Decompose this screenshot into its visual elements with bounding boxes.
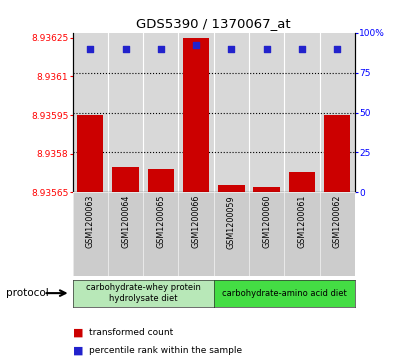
Title: GDS5390 / 1370067_at: GDS5390 / 1370067_at [137,17,291,30]
Point [157,46,164,52]
Text: carbohydrate-amino acid diet: carbohydrate-amino acid diet [222,289,347,298]
Text: transformed count: transformed count [89,328,173,337]
Text: GSM1200059: GSM1200059 [227,195,236,249]
Point [87,46,94,52]
Text: GSM1200061: GSM1200061 [298,195,306,248]
Text: carbohydrate-whey protein
hydrolysate diet: carbohydrate-whey protein hydrolysate di… [86,283,200,303]
Text: GSM1200066: GSM1200066 [192,195,200,248]
Text: GSM1200062: GSM1200062 [333,195,342,248]
Bar [324,115,350,192]
Text: protocol: protocol [6,288,49,298]
Bar [77,115,103,192]
Text: GSM1200060: GSM1200060 [262,195,271,248]
Text: ■: ■ [73,327,83,337]
Text: GSM1200065: GSM1200065 [156,195,165,248]
Bar [148,169,174,192]
Point [193,42,200,48]
Point [264,46,270,52]
Bar [289,172,315,192]
Point [228,46,235,52]
Text: ■: ■ [73,345,83,355]
Bar [254,187,280,192]
Point [122,46,129,52]
Text: percentile rank within the sample: percentile rank within the sample [89,346,242,355]
Bar [218,185,244,192]
Text: GSM1200063: GSM1200063 [86,195,95,248]
Text: GSM1200064: GSM1200064 [121,195,130,248]
Bar [112,167,139,192]
Bar [183,38,209,192]
Point [299,46,305,52]
Point [334,46,341,52]
